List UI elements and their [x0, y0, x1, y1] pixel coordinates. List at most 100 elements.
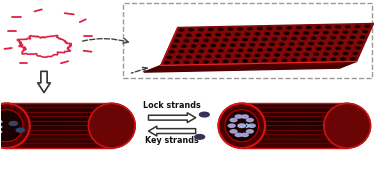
- Circle shape: [316, 136, 322, 138]
- Circle shape: [191, 45, 196, 47]
- Circle shape: [270, 43, 274, 45]
- Circle shape: [36, 127, 41, 129]
- Circle shape: [263, 109, 269, 111]
- Circle shape: [271, 136, 276, 138]
- Circle shape: [263, 127, 269, 129]
- Circle shape: [235, 115, 242, 118]
- Bar: [6, 138, 112, 139]
- Circle shape: [109, 131, 115, 134]
- Circle shape: [107, 127, 113, 129]
- Circle shape: [313, 136, 318, 138]
- Circle shape: [73, 145, 79, 147]
- Circle shape: [297, 109, 303, 111]
- Circle shape: [83, 131, 88, 134]
- Circle shape: [60, 122, 65, 125]
- Circle shape: [109, 113, 115, 116]
- Circle shape: [284, 32, 289, 34]
- Circle shape: [64, 104, 69, 107]
- Circle shape: [319, 42, 323, 44]
- Circle shape: [307, 26, 311, 29]
- Circle shape: [256, 118, 261, 120]
- Circle shape: [164, 62, 169, 64]
- Circle shape: [77, 136, 82, 138]
- Circle shape: [19, 104, 24, 107]
- Circle shape: [332, 127, 336, 129]
- Circle shape: [277, 140, 282, 143]
- Circle shape: [98, 131, 103, 134]
- Circle shape: [254, 131, 259, 134]
- Circle shape: [216, 34, 220, 36]
- Circle shape: [316, 118, 322, 120]
- Circle shape: [303, 122, 308, 125]
- Circle shape: [287, 48, 291, 50]
- Circle shape: [40, 127, 45, 129]
- Circle shape: [260, 109, 265, 111]
- Circle shape: [314, 32, 318, 34]
- Circle shape: [337, 140, 342, 143]
- Circle shape: [277, 48, 282, 51]
- Circle shape: [9, 145, 15, 147]
- Circle shape: [305, 118, 310, 120]
- Circle shape: [314, 131, 320, 134]
- Circle shape: [174, 40, 179, 42]
- Circle shape: [309, 127, 314, 129]
- Circle shape: [186, 34, 191, 36]
- Circle shape: [245, 33, 250, 35]
- Bar: [242, 128, 347, 129]
- Circle shape: [335, 109, 340, 111]
- Circle shape: [267, 145, 273, 147]
- Circle shape: [6, 127, 11, 129]
- Bar: [6, 137, 112, 138]
- Text: Key strands: Key strands: [145, 136, 199, 145]
- Circle shape: [235, 33, 240, 35]
- Circle shape: [64, 113, 69, 116]
- Circle shape: [260, 44, 265, 46]
- Circle shape: [309, 136, 314, 138]
- Circle shape: [43, 127, 48, 129]
- Circle shape: [280, 43, 284, 45]
- Circle shape: [47, 118, 52, 120]
- Circle shape: [30, 122, 35, 125]
- Circle shape: [75, 131, 81, 134]
- Circle shape: [58, 118, 64, 120]
- Bar: [6, 126, 112, 127]
- Circle shape: [211, 44, 215, 47]
- Circle shape: [49, 113, 54, 116]
- Circle shape: [104, 145, 109, 147]
- Circle shape: [73, 136, 79, 138]
- Circle shape: [279, 145, 284, 147]
- Circle shape: [43, 145, 48, 147]
- Circle shape: [296, 104, 301, 107]
- Circle shape: [45, 122, 50, 125]
- Circle shape: [100, 109, 105, 111]
- Circle shape: [32, 118, 37, 120]
- Circle shape: [53, 131, 58, 134]
- Circle shape: [322, 131, 327, 134]
- Circle shape: [248, 124, 255, 127]
- Circle shape: [71, 122, 77, 125]
- Circle shape: [201, 45, 206, 47]
- Circle shape: [45, 131, 50, 134]
- Circle shape: [267, 136, 273, 138]
- Circle shape: [311, 122, 316, 125]
- Bar: [6, 139, 112, 140]
- Bar: [6, 135, 112, 136]
- Circle shape: [90, 122, 96, 125]
- Circle shape: [34, 113, 39, 116]
- Circle shape: [77, 109, 82, 111]
- Circle shape: [339, 118, 344, 120]
- Circle shape: [245, 136, 250, 138]
- Circle shape: [204, 39, 208, 41]
- Circle shape: [21, 118, 26, 120]
- Circle shape: [71, 113, 77, 116]
- Circle shape: [75, 113, 81, 116]
- Circle shape: [71, 104, 77, 107]
- Circle shape: [280, 104, 286, 107]
- Circle shape: [60, 104, 65, 107]
- Circle shape: [75, 104, 81, 107]
- Circle shape: [265, 140, 271, 143]
- Circle shape: [100, 136, 105, 138]
- Circle shape: [105, 122, 111, 125]
- Circle shape: [251, 113, 256, 116]
- Circle shape: [256, 145, 261, 147]
